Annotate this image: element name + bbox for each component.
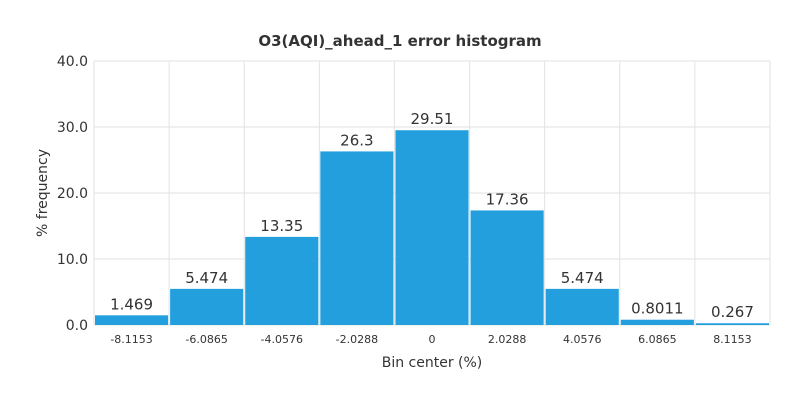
y-tick-label: 20.0 — [57, 186, 88, 202]
data-label: 0.267 — [711, 303, 754, 321]
chart-title: O3(AQI)_ahead_1 error histogram — [258, 32, 541, 50]
histogram-bar — [170, 288, 244, 325]
data-label: 29.51 — [411, 110, 454, 128]
data-label: 5.474 — [561, 269, 604, 287]
histogram-bar — [545, 288, 619, 325]
data-label: 1.469 — [110, 295, 153, 313]
histogram-bar — [320, 151, 394, 325]
histogram-bar — [245, 236, 319, 325]
x-axis-ticks: -8.1153 -6.0865 -4.0576 -2.0288 0 2.0288 4.057… — [110, 333, 751, 346]
bars — [95, 130, 769, 325]
y-tick-label: 30.0 — [57, 120, 88, 136]
y-tick-label: 40.0 — [57, 54, 88, 70]
x-tick-label: 6.0865 — [638, 333, 677, 346]
x-tick-label: 4.0576 — [563, 333, 602, 346]
x-tick-label: -2.0288 — [336, 333, 378, 346]
x-tick-label: 2.0288 — [488, 333, 527, 346]
data-label: 5.474 — [185, 269, 228, 287]
histogram-bar — [395, 130, 469, 325]
histogram-bar — [620, 319, 694, 325]
x-tick-label: 8.1153 — [713, 333, 752, 346]
grid-lines — [93, 60, 771, 326]
data-label: 0.8011 — [631, 300, 684, 318]
y-axis-label: % frequency — [35, 149, 51, 237]
y-axis-ticks: 0.0 10.0 20.0 30.0 40.0 — [57, 54, 88, 334]
y-tick-label: 10.0 — [57, 252, 88, 268]
histogram-bar — [695, 323, 769, 325]
data-label: 26.3 — [340, 131, 373, 149]
x-tick-label: -4.0576 — [261, 333, 303, 346]
x-tick-label: 0 — [429, 333, 436, 346]
data-label: 13.35 — [260, 217, 303, 235]
data-labels: 1.469 5.474 13.35 26.3 29.51 17.36 5.474 0.8011… — [110, 110, 754, 321]
histogram-bar — [470, 210, 544, 325]
data-label: 17.36 — [486, 190, 529, 208]
histogram-bar — [95, 315, 169, 325]
x-tick-label: -6.0865 — [185, 333, 227, 346]
y-tick-label: 0.0 — [66, 318, 88, 334]
x-tick-label: -8.1153 — [110, 333, 152, 346]
x-axis-label: Bin center (%) — [382, 355, 483, 371]
